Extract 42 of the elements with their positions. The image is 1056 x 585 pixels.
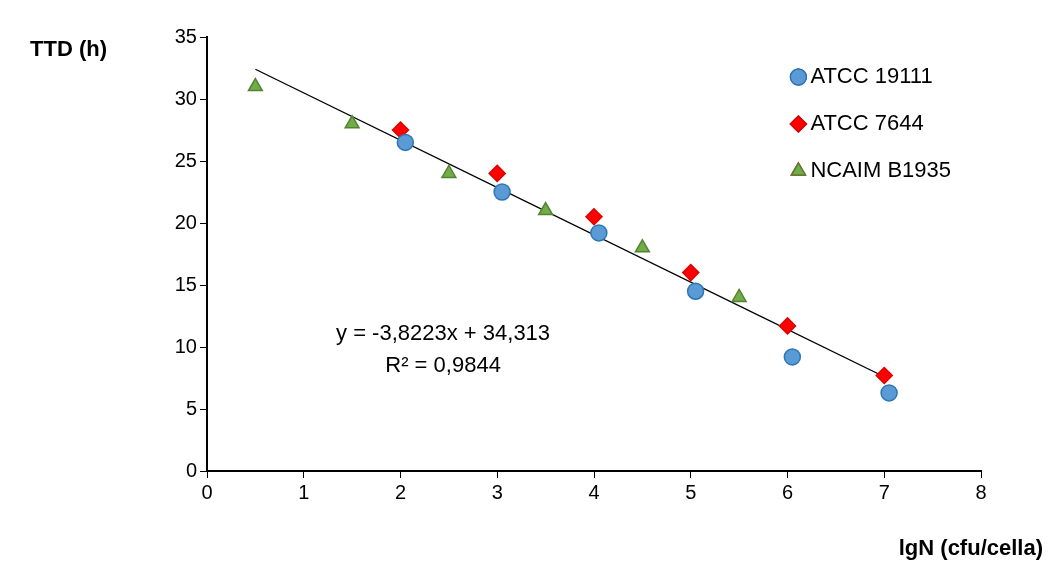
point xyxy=(537,201,554,216)
point xyxy=(344,115,360,129)
point xyxy=(731,288,747,303)
point xyxy=(783,348,802,366)
point xyxy=(880,384,898,402)
annotation: y = -3,8223x + 34,313 xyxy=(336,320,551,346)
point xyxy=(682,263,700,282)
point xyxy=(493,183,511,201)
y-tick-label: 35 xyxy=(174,24,197,47)
legend-label: ATCC 7644 xyxy=(810,110,924,136)
x-tick-label: 5 xyxy=(685,480,697,503)
point xyxy=(247,77,264,92)
x-tick-label: 2 xyxy=(394,480,407,503)
point xyxy=(875,366,893,385)
point xyxy=(396,133,415,152)
y-tick-label: 10 xyxy=(174,334,197,357)
point xyxy=(391,121,410,139)
x-tick-label: 1 xyxy=(298,480,310,503)
point xyxy=(488,164,506,183)
y-tick-label: 0 xyxy=(185,458,197,481)
point xyxy=(778,317,797,335)
y-tick-label: 25 xyxy=(174,148,197,171)
legend-label: ATCC 19111 xyxy=(810,63,933,89)
x-tick-label: 3 xyxy=(491,480,503,503)
point xyxy=(441,164,457,179)
point xyxy=(686,282,705,300)
x-axis-title: lgN (cfu/cella) xyxy=(898,535,1043,561)
y-axis-title: TTD (h) xyxy=(30,36,107,62)
y-tick-label: 5 xyxy=(185,396,197,419)
x-tick-label: 8 xyxy=(975,480,987,503)
x-tick-label: 7 xyxy=(878,480,890,503)
y-tick-label: 15 xyxy=(174,272,197,295)
x-tick-label: 4 xyxy=(588,480,600,503)
point xyxy=(585,208,603,226)
x-tick-label: 6 xyxy=(781,480,794,503)
y-tick-label: 20 xyxy=(174,210,197,233)
x-tick-label: 0 xyxy=(201,480,213,503)
y-tick-label: 30 xyxy=(174,86,197,109)
legend-label: NCAIM B1935 xyxy=(810,157,952,183)
point xyxy=(634,239,651,253)
annotation: R² = 0,9844 xyxy=(385,352,501,378)
point xyxy=(590,224,608,242)
